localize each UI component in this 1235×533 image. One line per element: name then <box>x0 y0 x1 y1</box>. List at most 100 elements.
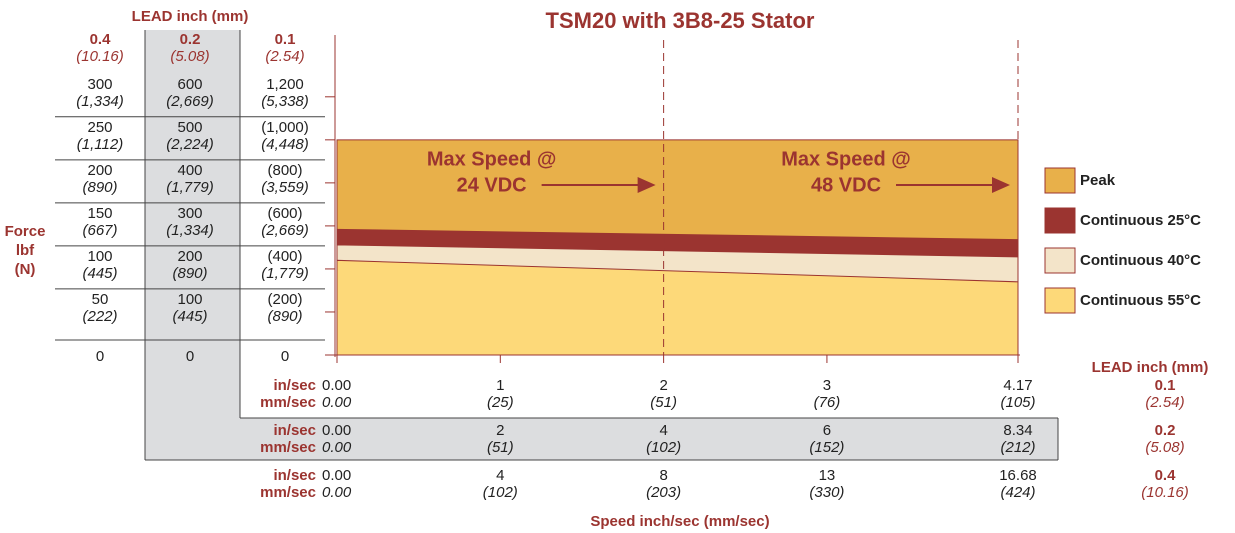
force-value: 200 <box>177 248 202 265</box>
chart-title: TSM20 with 3B8-25 Stator <box>546 8 815 33</box>
force-value-n: (890) <box>172 265 207 282</box>
speed-mm: (203) <box>646 484 681 501</box>
force-value: 250 <box>87 119 112 136</box>
lead-header: LEAD inch (mm) <box>1092 359 1209 376</box>
speed-in: 8 <box>659 467 667 484</box>
y-label: Force <box>5 223 46 240</box>
speed-mm: (102) <box>483 484 518 501</box>
force-value-n: (445) <box>172 308 207 325</box>
legend-label: Continuous 25°C <box>1080 212 1201 229</box>
speed-mm: (330) <box>809 484 844 501</box>
unit-label: mm/sec <box>260 484 316 501</box>
lead-mm: (10.16) <box>76 48 124 65</box>
force-value-n: (4,448) <box>261 136 309 153</box>
speed-mm: 0.00 <box>322 484 352 501</box>
unit-label: in/sec <box>273 422 316 439</box>
force-value: (800) <box>267 162 302 179</box>
force-value: 0 <box>186 348 194 365</box>
lead-mm: (5.08) <box>170 48 209 65</box>
unit-label: in/sec <box>273 467 316 484</box>
lead-inch: 0.2 <box>1155 422 1176 439</box>
speed-in: 8.34 <box>1003 422 1032 439</box>
speed-in: 4 <box>659 422 667 439</box>
highlight-column <box>145 30 1058 460</box>
speed-mm: (105) <box>1000 394 1035 411</box>
speed-mm: (212) <box>1000 439 1035 456</box>
force-value: (600) <box>267 205 302 222</box>
force-value-n: (667) <box>82 222 117 239</box>
force-value-n: (5,338) <box>261 93 309 110</box>
force-value-n: (2,669) <box>166 93 214 110</box>
arrow-head <box>637 177 656 193</box>
force-value: (400) <box>267 248 302 265</box>
lead-inch: 0.4 <box>1155 467 1177 484</box>
legend-label: Peak <box>1080 172 1116 189</box>
x-label: Speed inch/sec (mm/sec) <box>590 513 769 530</box>
force-value: 600 <box>177 76 202 93</box>
force-value: 50 <box>92 291 109 308</box>
speed-mm: (76) <box>814 394 841 411</box>
force-value: 300 <box>177 205 202 222</box>
speed-in: 0.00 <box>322 377 351 394</box>
force-value-n: (1,779) <box>166 179 214 196</box>
lead-inch: 0.2 <box>180 31 201 48</box>
force-value-n: (1,334) <box>166 222 214 239</box>
arrow-head <box>992 177 1010 193</box>
force-value: 100 <box>177 291 202 308</box>
legend-swatch <box>1044 207 1076 234</box>
speed-in: 4 <box>496 467 504 484</box>
speed-in: 13 <box>819 467 836 484</box>
lead-mm: (5.08) <box>1145 439 1184 456</box>
speed-in: 2 <box>659 377 667 394</box>
lead-inch: 0.1 <box>275 31 296 48</box>
speed-mm: (152) <box>809 439 844 456</box>
force-value-n: (1,112) <box>77 136 123 153</box>
unit-label: in/sec <box>273 377 316 394</box>
speed-mm: 0.00 <box>322 394 352 411</box>
force-value-n: (890) <box>267 308 302 325</box>
lead-mm: (2.54) <box>1145 394 1184 411</box>
lead-mm: (2.54) <box>265 48 304 65</box>
speed-in: 6 <box>823 422 831 439</box>
lead-inch: 0.1 <box>1155 377 1176 394</box>
force-value-n: (2,224) <box>166 136 214 153</box>
speed-mm: (51) <box>650 394 677 411</box>
force-value: 100 <box>87 248 112 265</box>
force-value: 1,200 <box>266 76 304 93</box>
legend-swatch <box>1044 287 1076 314</box>
force-value-n: (2,669) <box>261 222 309 239</box>
annotation: Max Speed @ <box>427 148 557 170</box>
lead-header: LEAD inch (mm) <box>132 8 249 25</box>
force-value-n: (1,779) <box>261 265 309 282</box>
speed-in: 1 <box>496 377 504 394</box>
speed-in: 16.68 <box>999 467 1037 484</box>
force-value: 200 <box>87 162 112 179</box>
speed-in: 3 <box>823 377 831 394</box>
speed-in: 2 <box>496 422 504 439</box>
lead-inch: 0.4 <box>90 31 112 48</box>
unit-label: mm/sec <box>260 394 316 411</box>
legend-swatch <box>1044 247 1076 274</box>
speed-mm: (25) <box>487 394 514 411</box>
speed-mm: (424) <box>1000 484 1035 501</box>
force-value: 500 <box>177 119 202 136</box>
force-value-n: (890) <box>82 179 117 196</box>
annotation: Max Speed @ <box>781 148 911 170</box>
speed-in: 0.00 <box>322 467 351 484</box>
legend-label: Continuous 55°C <box>1080 292 1201 309</box>
speed-mm: (51) <box>487 439 514 456</box>
force-value: (1,000) <box>261 119 309 136</box>
force-value: 0 <box>96 348 104 365</box>
force-value-n: (445) <box>82 265 117 282</box>
speed-mm: (102) <box>646 439 681 456</box>
annotation: 48 VDC <box>811 174 881 196</box>
force-value: (200) <box>267 291 302 308</box>
force-value: 150 <box>87 205 112 222</box>
speed-in: 0.00 <box>322 422 351 439</box>
force-value: 300 <box>87 76 112 93</box>
speed-in: 4.17 <box>1003 377 1032 394</box>
legend-label: Continuous 40°C <box>1080 252 1201 269</box>
force-value: 0 <box>281 348 289 365</box>
unit-label: mm/sec <box>260 439 316 456</box>
